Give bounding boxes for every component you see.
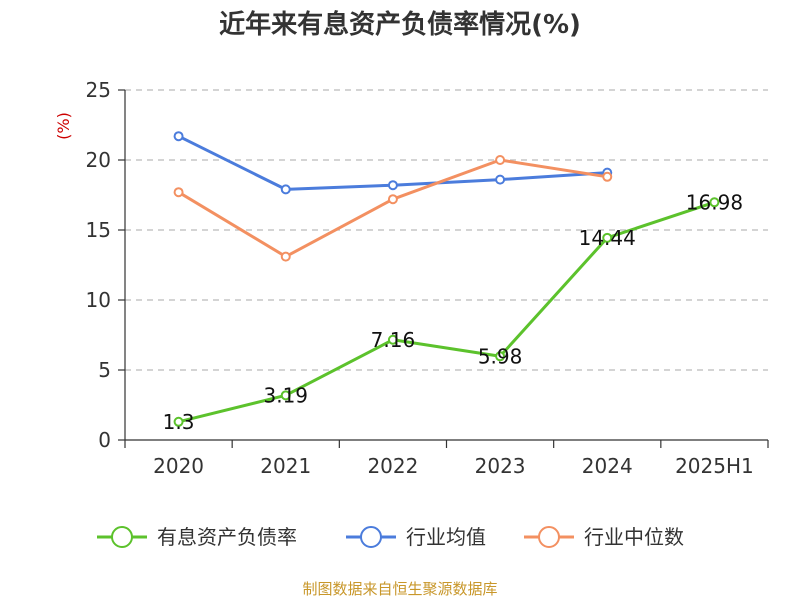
legend-label: 有息资产负债率 <box>157 525 297 549</box>
x-tick-label: 2023 <box>475 454 526 478</box>
data-point <box>387 334 398 345</box>
data-point <box>173 187 184 198</box>
legend-marker <box>538 526 560 548</box>
grid-layer <box>125 89 768 371</box>
legend-marker <box>360 526 382 548</box>
data-point <box>280 184 291 195</box>
data-point <box>387 194 398 205</box>
data-point <box>173 416 184 427</box>
data-point <box>495 351 506 362</box>
data-label: 1.3 <box>163 410 195 434</box>
legend-item: 行业中位数 <box>524 525 684 549</box>
x-tick-label: 2024 <box>582 454 633 478</box>
data-point <box>280 390 291 401</box>
data-point <box>495 155 506 165</box>
axis-layer: 0 5 10 15 20 25 2020 2021 2022 2023 2024 2025H1 <box>86 78 769 478</box>
data-point <box>602 171 613 182</box>
data-point <box>709 197 720 208</box>
legend: 有息资产负债率 行业均值 行业中位数 <box>97 525 684 549</box>
x-tick-label: 2021 <box>260 454 311 478</box>
x-tick-label: 2022 <box>367 454 418 478</box>
x-tick-label: 2020 <box>153 454 204 478</box>
y-axis-unit-label: (%) <box>54 112 73 140</box>
legend-label: 行业中位数 <box>584 525 684 549</box>
y-tick-label: 5 <box>98 358 111 382</box>
y-tick-label: 0 <box>98 428 111 452</box>
source-note: 制图数据来自恒生聚源数据库 <box>302 580 498 598</box>
legend-marker <box>111 526 133 548</box>
legend-item: 有息资产负债率 <box>97 525 297 549</box>
series-layer <box>173 131 720 427</box>
data-point <box>387 180 398 191</box>
data-point <box>173 131 184 142</box>
data-label: 16.98 <box>686 190 743 214</box>
y-tick-label: 25 <box>86 78 111 102</box>
y-tick-label: 20 <box>86 148 111 172</box>
data-label: 14.44 <box>579 226 636 250</box>
data-label: 3.19 <box>263 383 308 407</box>
data-label: 5.98 <box>478 344 523 368</box>
series-line <box>177 158 608 259</box>
data-point <box>495 174 506 185</box>
chart-title: 近年来有息资产负债率情况(%) <box>219 10 581 40</box>
data-label: 7.16 <box>371 328 416 352</box>
data-label-layer: 1.3 3.19 7.16 5.98 14.44 16.98 <box>163 190 743 434</box>
data-point <box>280 251 291 262</box>
x-tick-label: 2025H1 <box>675 454 754 478</box>
y-tick-label: 10 <box>86 288 111 312</box>
data-point <box>602 232 613 243</box>
series-line <box>178 200 715 424</box>
legend-label: 行业均值 <box>406 525 486 549</box>
y-tick-label: 15 <box>86 218 111 242</box>
legend-item: 行业均值 <box>346 525 486 549</box>
